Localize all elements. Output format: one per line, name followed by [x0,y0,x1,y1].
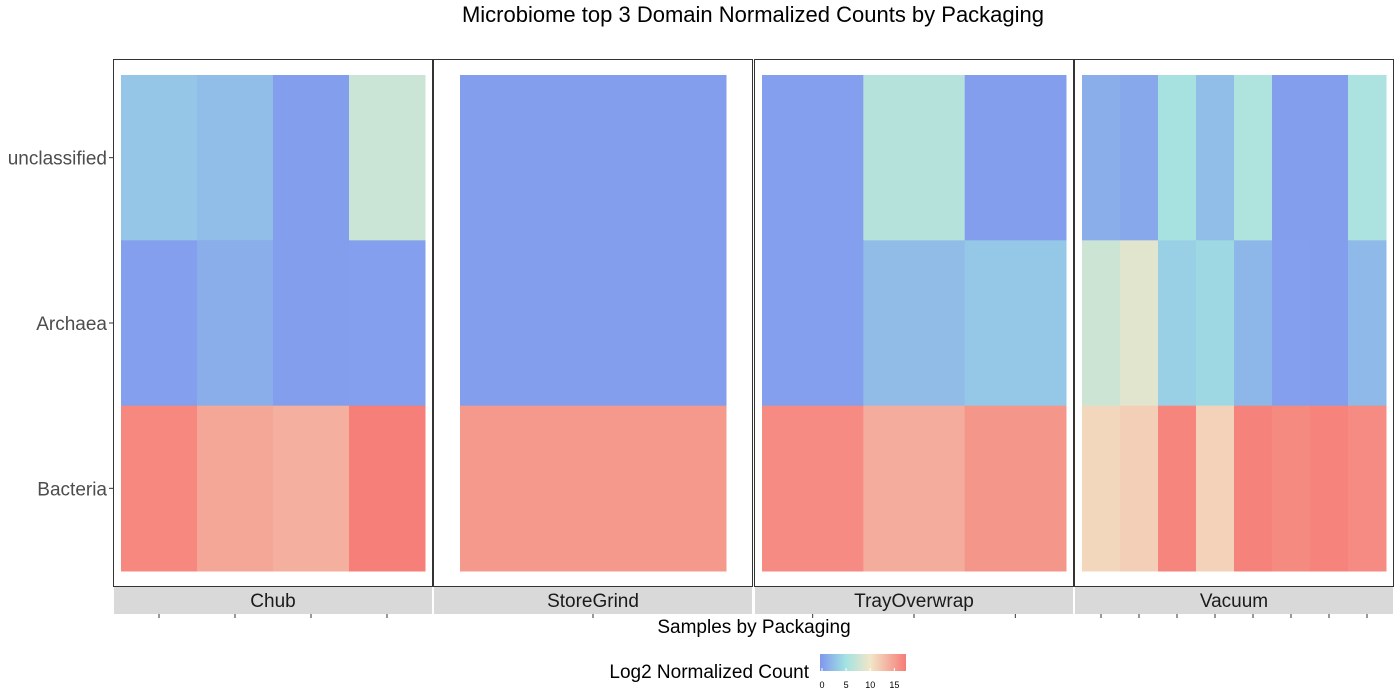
facet-strip [434,587,752,614]
panel-border [113,59,433,587]
y-tick-label: unclassified [8,149,107,170]
heatmap-cell [121,405,198,572]
heatmap-cell [1272,405,1311,572]
panel-border [433,59,753,587]
heatmap-cell [460,240,727,407]
facet-strip-label: TrayOverwrap [854,591,974,612]
heatmap-cell [762,405,864,572]
y-axis-labels: unclassified Archaea Bacteria [8,149,113,500]
panel-border [1074,59,1394,587]
heatmap-cell [1348,75,1387,241]
heatmap-cell [1082,240,1121,407]
color-legend: Log2 Normalized Count 0 5 10 15 [609,654,906,690]
heatmap-cell [1272,240,1311,407]
chart-title: Microbiome top 3 Domain Normalized Count… [462,2,1044,27]
heatmap-cell [1234,240,1273,407]
heatmap-cell [1082,75,1121,241]
heatmap-cell [197,405,274,572]
facet-panel: StoreGrind [433,59,753,618]
legend-tick-label: 10 [865,680,875,690]
legend-colorbar [820,654,906,671]
heatmap-cell [762,240,864,407]
heatmap-cell [121,240,198,407]
heatmap-cell [1310,75,1349,241]
heatmap-cell [1158,75,1197,241]
y-tick-label: Bacteria [37,479,107,500]
heatmap-cell [1196,240,1235,407]
heatmap-cell [349,75,426,241]
heatmap-cell [460,405,727,572]
heatmap-cell [1310,405,1349,572]
heatmap-cell [1348,240,1387,407]
facet-panel: Chub [113,59,433,618]
y-tick-label: Archaea [36,314,107,335]
legend-ticks: 0 5 10 15 [819,668,899,690]
heatmap-cell [273,240,350,407]
facet-strip [755,587,1073,614]
heatmap-cell [1272,75,1311,241]
facet-strip [1075,587,1393,614]
legend-tick-label: 15 [889,680,899,690]
facet-strip [114,587,432,614]
heatmap-cell [1348,405,1387,572]
legend-title: Log2 Normalized Count [609,662,809,683]
panel-border [754,59,1074,587]
heatmap-cell [460,75,727,241]
heatmap-cell [1310,240,1349,407]
heatmap-cell [762,75,864,241]
heatmap-cell [273,405,350,572]
heatmap-cell [121,75,198,241]
facet-strip-label: Chub [250,591,295,612]
heatmap-cell [1234,75,1273,241]
heatmap-cell [1120,405,1159,572]
x-axis-title: Samples by Packaging [657,617,850,638]
heatmap-cell [863,75,966,241]
facet-panel: TrayOverwrap [754,59,1074,618]
heatmap-cell [964,240,1067,407]
heatmap-cell [197,240,274,407]
heatmap-cell [863,405,966,572]
heatmap-cell [1234,405,1273,572]
heatmap-cell [863,240,966,407]
heatmap-cell [964,405,1067,572]
heatmap-cell [1120,75,1159,241]
facet-panel: Vacuum [1074,59,1394,618]
legend-tick-label: 0 [819,680,824,690]
heatmap-cell [1196,75,1235,241]
heatmap-cell [349,240,426,407]
facet-strip-label: StoreGrind [547,591,639,612]
heatmap-cell [273,75,350,241]
heatmap-cell [197,75,274,241]
heatmap-cell [349,405,426,572]
legend-tick-label: 5 [844,680,849,690]
facet-strip-label: Vacuum [1200,591,1268,612]
heatmap-cell [1196,405,1235,572]
heatmap-cell [1158,240,1197,407]
heatmap-cell [1120,240,1159,407]
facet-panels: Chub StoreGrind TrayOverwrap Vacuum [113,59,1394,618]
heatmap-cell [1082,405,1121,572]
heatmap-cell [1158,405,1197,572]
heatmap-cell [964,75,1067,241]
